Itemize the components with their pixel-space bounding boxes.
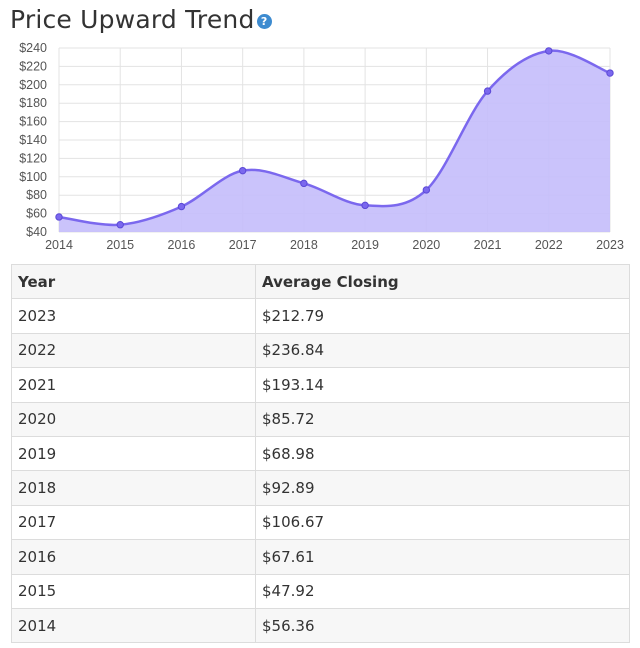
data-point-2018 [300, 179, 308, 188]
x-tick-label: 2019 [351, 238, 379, 252]
data-point-2022 [545, 47, 553, 55]
cell-year: 2023 [11, 298, 256, 334]
table-header-row: Year Average Closing [11, 263, 630, 300]
cell-year: 2015 [11, 573, 256, 609]
x-tick-label: 2017 [229, 238, 257, 252]
data-point-2023 [606, 69, 614, 77]
price-chart: $40 $60 $80 $100 $120 $140 $160 $180 $200 $220 $24… [19, 41, 624, 252]
cell-year: 2019 [11, 435, 256, 472]
cell-year: 2016 [11, 539, 256, 575]
data-point-2021 [483, 87, 492, 95]
x-tick-label: 2023 [596, 238, 624, 252]
data-point-2019 [361, 201, 369, 210]
series-line [58, 49, 611, 227]
cell-average-closing: $212.79 [255, 298, 630, 334]
data-point-2020 [422, 186, 431, 194]
table-row: 2020 $85.72 [11, 401, 630, 437]
y-tick-label: $60 [26, 207, 47, 221]
cell-average-closing: $47.92 [255, 573, 630, 609]
column-header-average-closing: Average Closing [255, 263, 630, 300]
cell-year: 2018 [11, 470, 256, 506]
cell-year: 2021 [11, 367, 256, 403]
data-point-2014 [55, 213, 63, 221]
cell-average-closing: $193.14 [255, 367, 630, 403]
help-icon[interactable]: ? [256, 13, 272, 29]
table-row: 2017 $106.67 [11, 504, 630, 541]
area-fill [59, 50, 610, 232]
cell-year: 2022 [11, 332, 256, 369]
y-tick-label: $140 [19, 133, 47, 147]
table-row: 2019 $68.98 [11, 435, 630, 472]
y-tick-label: $100 [19, 170, 47, 184]
x-tick-label: 2021 [474, 238, 502, 252]
cell-average-closing: $236.84 [255, 332, 630, 369]
y-tick-label: $180 [19, 96, 47, 110]
y-tick-label: $240 [19, 41, 47, 55]
y-tick-label: $160 [19, 115, 47, 129]
cell-average-closing: $92.89 [255, 470, 630, 506]
table-row: 2021 $193.14 [11, 367, 630, 403]
y-tick-label: $120 [19, 151, 47, 165]
y-tick-label: $80 [26, 188, 47, 202]
cell-average-closing: $56.36 [255, 607, 630, 644]
cell-average-closing: $68.98 [255, 435, 630, 472]
x-tick-label: 2015 [106, 238, 134, 252]
table-row: 2018 $92.89 [11, 470, 630, 506]
x-axis-ticks: 2014 2015 2016 2017 2018 2019 2020 2021 2022 2023 [45, 238, 624, 252]
cell-average-closing: $67.61 [255, 539, 630, 575]
x-tick-label: 2018 [290, 238, 318, 252]
x-tick-label: 2022 [535, 238, 563, 252]
table-row: 2014 $56.36 [11, 607, 630, 644]
x-tick-label: 2014 [45, 238, 73, 252]
y-tick-label: $220 [19, 59, 47, 73]
cell-year: 2020 [11, 401, 256, 437]
data-point-2015 [116, 221, 124, 229]
page-title: Price Upward Trend [10, 4, 255, 34]
table-row: 2023 $212.79 [11, 298, 630, 334]
cell-year: 2014 [11, 607, 256, 644]
cell-year: 2017 [11, 504, 256, 541]
x-tick-label: 2016 [168, 238, 196, 252]
chart-grid [58, 47, 611, 233]
cell-average-closing: $106.67 [255, 504, 630, 541]
y-axis-ticks: $40 $60 $80 $100 $120 $140 $160 $180 $200 $220 $24… [19, 41, 47, 239]
data-point-2017 [238, 166, 247, 175]
table-row: 2016 $67.61 [11, 539, 630, 575]
y-tick-label: $40 [26, 225, 47, 239]
y-tick-label: $200 [19, 78, 47, 92]
cell-average-closing: $85.72 [255, 401, 630, 437]
table-row: 2015 $47.92 [11, 573, 630, 609]
price-table: Year Average Closing 2023 $212.79 2022 $23… [11, 263, 630, 644]
data-point-2016 [177, 202, 186, 211]
table-row: 2022 $236.84 [11, 332, 630, 369]
data-points [55, 47, 614, 229]
title-row: Price Upward Trend ? [10, 2, 272, 36]
column-header-year: Year [11, 263, 256, 300]
x-tick-label: 2020 [412, 238, 440, 252]
